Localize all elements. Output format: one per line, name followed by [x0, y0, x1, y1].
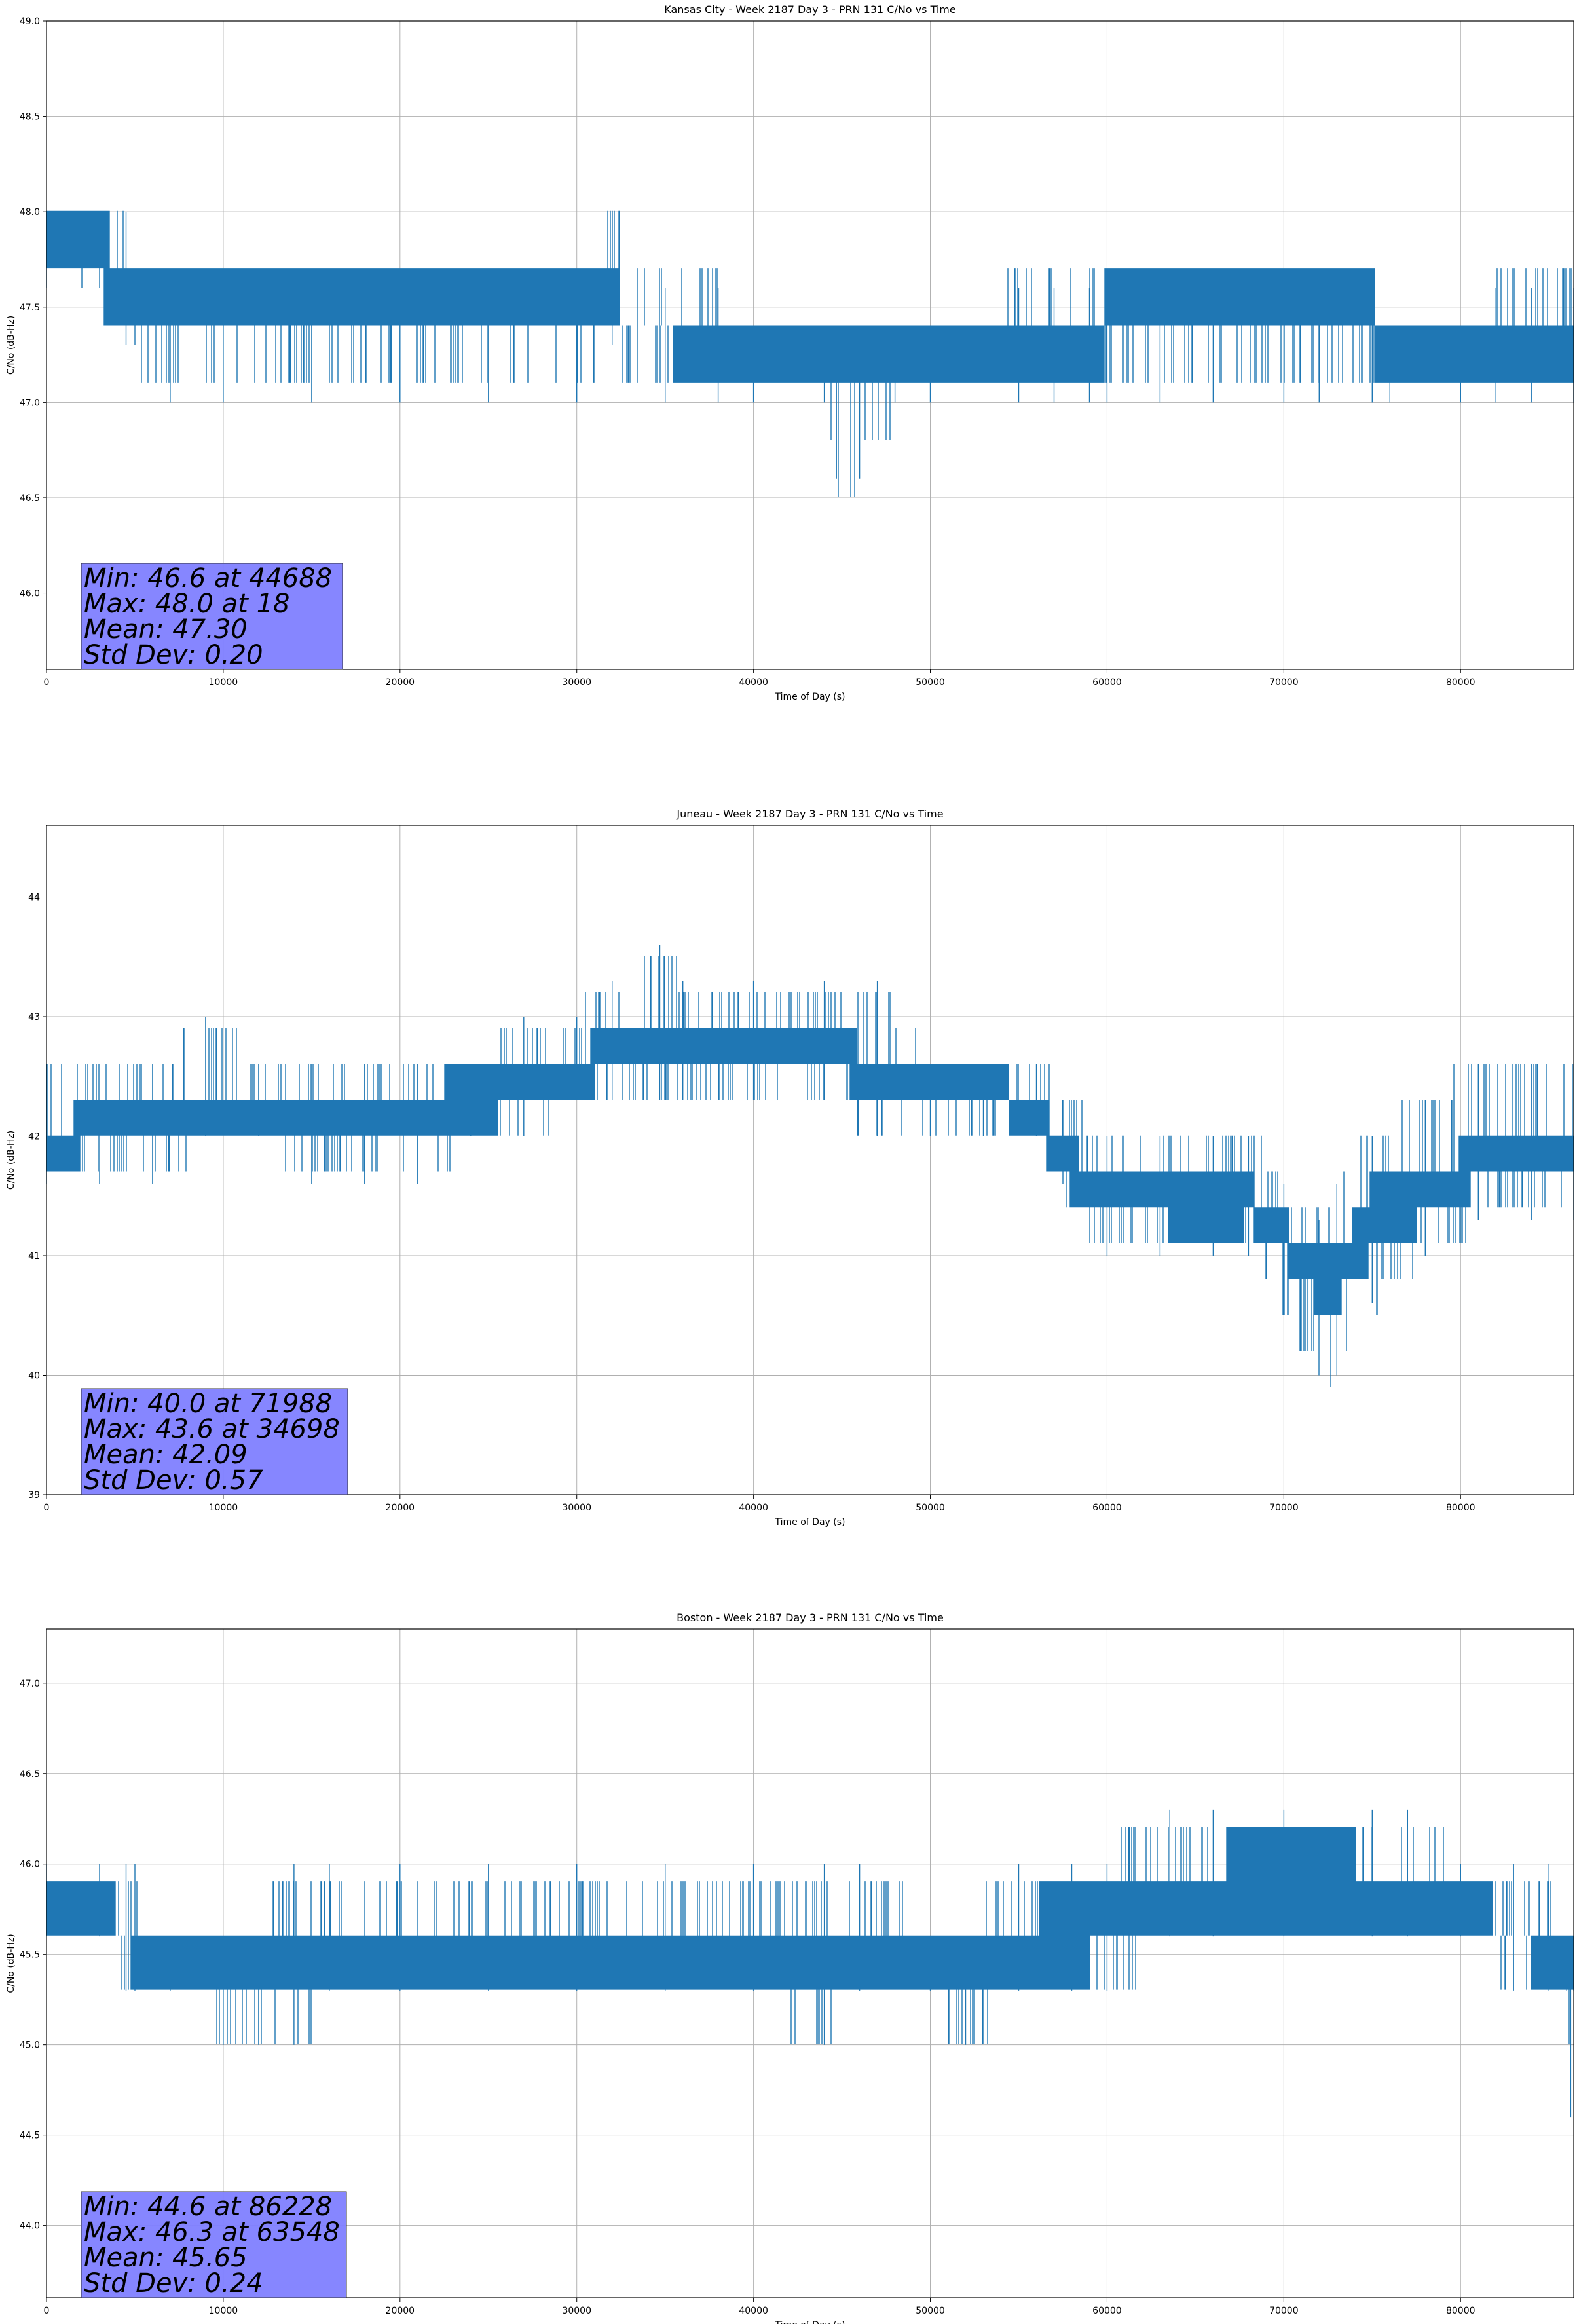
stats-line: Max: 48.0 at 18 — [84, 589, 289, 619]
y-tick-label: 46.5 — [20, 1769, 40, 1780]
y-tick-label: 41 — [28, 1251, 40, 1262]
x-tick-label: 60000 — [1092, 677, 1122, 688]
x-tick-label: 30000 — [562, 1503, 591, 1513]
x-tick-label: 20000 — [386, 2306, 415, 2316]
y-tick-label: 45.0 — [20, 2040, 40, 2051]
x-tick-label: 20000 — [386, 677, 415, 688]
y-tick-label: 47.5 — [20, 303, 40, 313]
x-tick-label: 10000 — [209, 1503, 238, 1513]
chart-title: Juneau - Week 2187 Day 3 - PRN 131 C/No … — [676, 808, 943, 820]
chart-title: Kansas City - Week 2187 Day 3 - PRN 131 … — [664, 3, 955, 16]
x-tick-label: 70000 — [1269, 2306, 1299, 2316]
plot-frame — [46, 20, 1574, 670]
x-axis-label: Time of Day (s) — [775, 1517, 845, 1527]
boston-chart: Boston - Week 2187 Day 3 - PRN 131 C/No … — [6, 1611, 1574, 2324]
stats-box — [81, 2191, 347, 2298]
x-tick-label: 10000 — [209, 2306, 238, 2316]
x-tick-label: 30000 — [562, 2306, 591, 2316]
x-tick-label: 50000 — [916, 677, 945, 688]
plot-frame — [46, 1628, 1574, 2298]
y-tick-label: 40 — [28, 1371, 40, 1381]
x-tick-label: 60000 — [1092, 2306, 1122, 2316]
y-axis-label: C/No (dB-Hz) — [6, 1934, 16, 1993]
y-tick-label: 39 — [28, 1490, 40, 1501]
y-tick-label: 44.0 — [20, 2221, 40, 2232]
y-tick-label: 43 — [28, 1012, 40, 1022]
stats-box — [81, 563, 343, 670]
y-tick-label: 48.0 — [20, 207, 40, 217]
stats-box — [81, 1388, 348, 1495]
y-tick-label: 47.0 — [20, 398, 40, 408]
x-tick-label: 60000 — [1092, 1503, 1122, 1513]
stats-line: Std Dev: 0.57 — [84, 1465, 263, 1495]
x-tick-label: 40000 — [739, 2306, 768, 2316]
x-tick-label: 10000 — [209, 677, 238, 688]
stats-line: Std Dev: 0.20 — [84, 640, 263, 670]
x-axis-label: Time of Day (s) — [775, 692, 845, 702]
y-tick-label: 44 — [28, 893, 40, 903]
y-tick-label: 46.0 — [20, 1860, 40, 1870]
x-tick-label: 0 — [44, 677, 50, 688]
y-tick-label: 46.5 — [20, 493, 40, 504]
cno-trace-line — [46, 945, 1574, 1387]
cno-trace-line — [46, 210, 1574, 497]
x-tick-label: 70000 — [1269, 677, 1299, 688]
x-tick-label: 50000 — [916, 1503, 945, 1513]
kansas-city-chart: Kansas City - Week 2187 Day 3 - PRN 131 … — [6, 3, 1574, 702]
y-tick-label: 42 — [28, 1132, 40, 1142]
stats-line: Mean: 45.65 — [84, 2243, 248, 2273]
stats-line: Std Dev: 0.24 — [84, 2268, 263, 2298]
x-tick-label: 40000 — [739, 1503, 768, 1513]
y-tick-label: 46.0 — [20, 589, 40, 599]
y-axis-label: C/No (dB-Hz) — [6, 1131, 16, 1190]
y-tick-label: 45.5 — [20, 1950, 40, 1960]
juneau-chart: Juneau - Week 2187 Day 3 - PRN 131 C/No … — [6, 808, 1574, 1527]
y-tick-label: 44.5 — [20, 2131, 40, 2141]
y-axis-label: C/No (dB-Hz) — [6, 316, 16, 375]
x-tick-label: 0 — [44, 2306, 50, 2316]
y-tick-label: 48.5 — [20, 112, 40, 122]
x-tick-label: 30000 — [562, 677, 591, 688]
x-tick-label: 40000 — [739, 677, 768, 688]
y-tick-label: 47.0 — [20, 1679, 40, 1689]
stats-line: Min: 44.6 at 86228 — [84, 2192, 332, 2222]
x-tick-label: 80000 — [1446, 677, 1475, 688]
x-tick-label: 80000 — [1446, 2306, 1475, 2316]
stats-line: Max: 46.3 at 63548 — [84, 2217, 340, 2247]
cno-trace-line — [46, 1809, 1574, 2118]
plot-frame — [46, 825, 1574, 1495]
x-tick-label: 70000 — [1269, 1503, 1299, 1513]
stats-line: Mean: 47.30 — [84, 614, 248, 645]
x-axis-label: Time of Day (s) — [775, 2320, 845, 2324]
stats-line: Min: 46.6 at 44688 — [84, 563, 332, 593]
x-tick-label: 20000 — [386, 1503, 415, 1513]
x-tick-label: 50000 — [916, 2306, 945, 2316]
stats-line: Mean: 42.09 — [84, 1440, 248, 1470]
x-tick-label: 0 — [44, 1503, 50, 1513]
stats-line: Min: 40.0 at 71988 — [84, 1389, 332, 1419]
stats-line: Max: 43.6 at 34698 — [84, 1414, 340, 1444]
x-tick-label: 80000 — [1446, 1503, 1475, 1513]
y-tick-label: 49.0 — [20, 16, 40, 27]
chart-title: Boston - Week 2187 Day 3 - PRN 131 C/No … — [677, 1611, 944, 1624]
